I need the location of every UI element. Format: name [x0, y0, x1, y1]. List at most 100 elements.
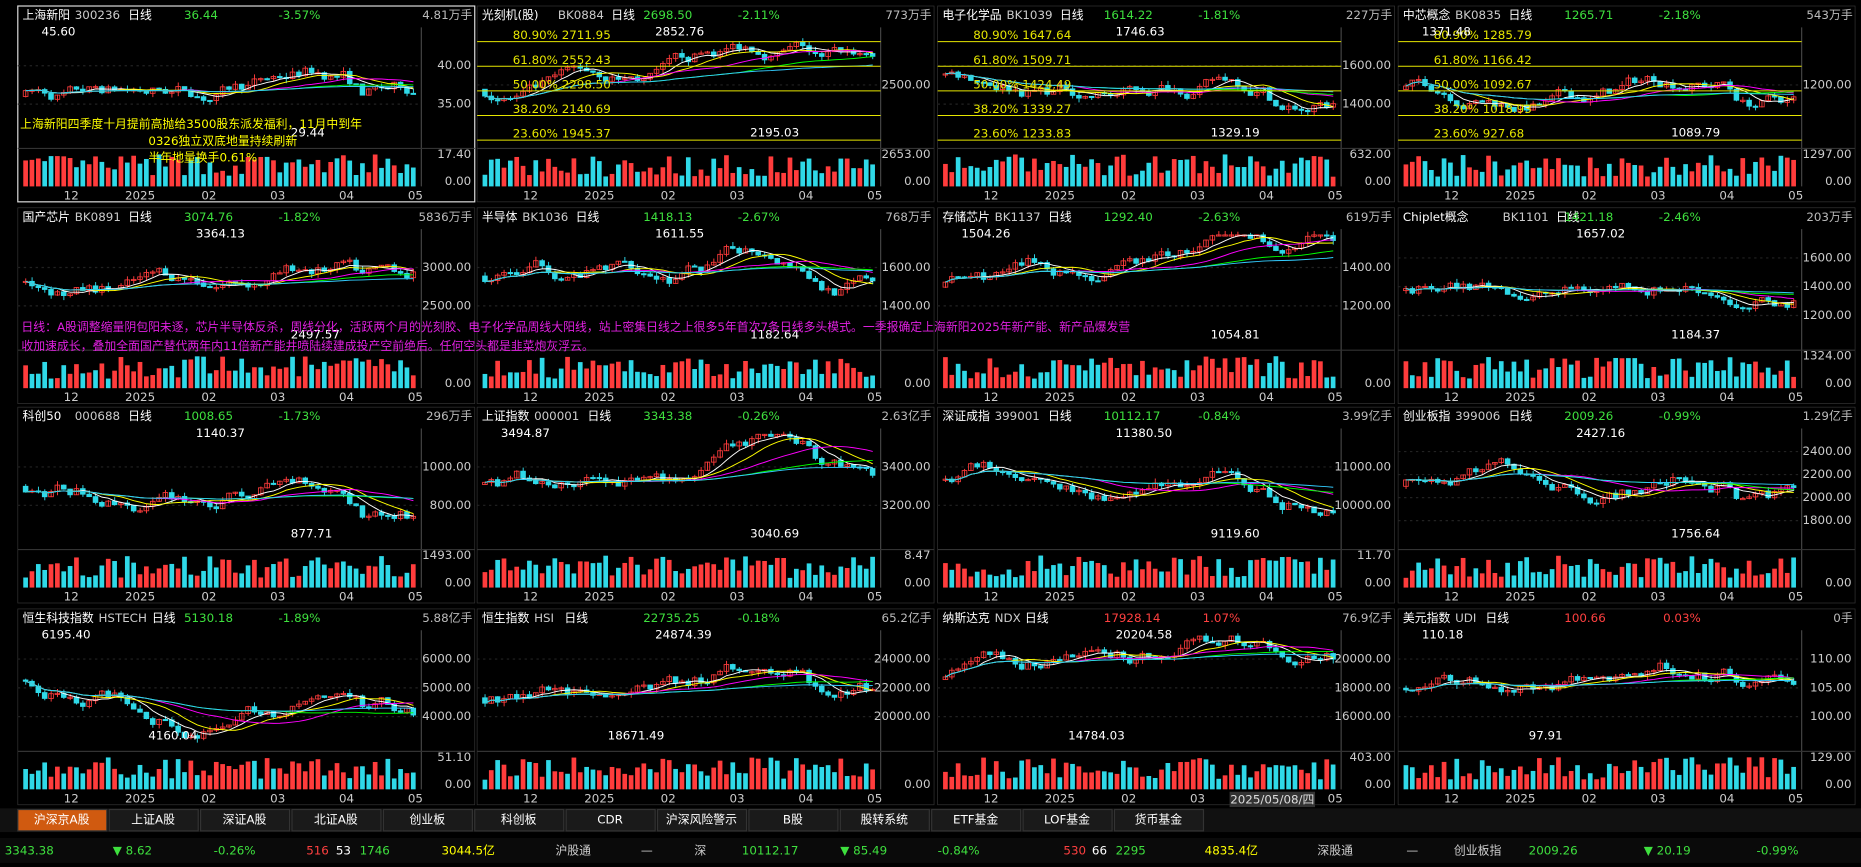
- tab-label[interactable]: 深证A股: [223, 813, 267, 827]
- volume-sketch: [743, 773, 748, 790]
- candle-sketch: [1676, 477, 1682, 480]
- x-tick-label: 2025: [1045, 188, 1075, 202]
- volume-sketch: [1454, 758, 1460, 790]
- candle-sketch: [1063, 84, 1069, 90]
- candle-sketch: [819, 53, 825, 57]
- status-item: -0.99%: [1757, 844, 1799, 858]
- volume-sketch: [360, 573, 365, 588]
- overlay-text-cont: 收加速成长，叠加全面国产替代两年内11倍新产能井喷陆续建成投产空前绝后。任何空头…: [21, 339, 593, 353]
- volume-sketch: [118, 357, 124, 389]
- volume-sketch: [61, 156, 67, 187]
- candle-sketch: [1196, 246, 1203, 252]
- tab-label[interactable]: 货币基金: [1135, 813, 1183, 827]
- candle-sketch: [1006, 268, 1012, 273]
- tab[interactable]: [931, 808, 1022, 832]
- tab-label[interactable]: 沪深风险警示: [666, 813, 737, 827]
- candle-sketch: [1441, 481, 1447, 484]
- y-tick-label: 3000.00: [422, 260, 471, 274]
- candle-sketch: [226, 86, 232, 90]
- tab-label[interactable]: 上证A股: [131, 813, 175, 827]
- tab[interactable]: [199, 808, 291, 832]
- volume-sketch: [520, 759, 526, 790]
- candle-sketch: [1031, 258, 1038, 263]
- volume-sketch: [949, 374, 955, 389]
- x-tick-label: 2025: [1505, 791, 1535, 805]
- candle-sketch: [1012, 262, 1019, 270]
- tab[interactable]: [656, 808, 748, 832]
- volume-sketch: [1441, 565, 1447, 588]
- candle-sketch: [987, 82, 993, 86]
- tab[interactable]: [291, 808, 382, 832]
- tab-label[interactable]: B股: [783, 813, 803, 827]
- candle-sketch: [1082, 489, 1089, 494]
- candle-sketch: [334, 693, 340, 697]
- volume-sketch: [533, 373, 539, 389]
- volume-sketch: [1146, 561, 1152, 588]
- volume-sketch: [328, 162, 334, 187]
- volume-sketch: [993, 576, 999, 588]
- candle-sketch: [35, 685, 42, 694]
- candle-sketch: [482, 275, 488, 282]
- volume-sketch: [1460, 155, 1466, 187]
- tab-label[interactable]: 沪深京A股: [34, 813, 90, 827]
- candle-sketch: [156, 719, 162, 725]
- tab[interactable]: [839, 808, 930, 832]
- tab[interactable]: [108, 808, 199, 832]
- candle-sketch: [961, 74, 968, 78]
- tab[interactable]: [382, 808, 473, 832]
- candle-sketch: [1485, 683, 1492, 689]
- volume-sketch: [93, 156, 98, 187]
- volume-sketch: [99, 565, 105, 588]
- volume-sketch: [1248, 364, 1253, 389]
- volume-sketch: [1210, 358, 1215, 389]
- volume-sketch: [1759, 157, 1765, 187]
- volume-sketch: [1568, 165, 1574, 187]
- volume-sketch: [1152, 156, 1158, 187]
- volume-sketch: [29, 373, 35, 389]
- tab[interactable]: [1022, 808, 1113, 832]
- tab-label[interactable]: 创业板: [409, 813, 445, 827]
- volume-sketch: [1606, 571, 1612, 588]
- volume-sketch: [194, 356, 200, 389]
- tab[interactable]: [474, 808, 565, 832]
- candle-sketch: [1644, 291, 1651, 296]
- tab-label[interactable]: LOF基金: [1044, 813, 1090, 827]
- x-tick-label: 2025: [1505, 390, 1535, 404]
- y-tick-label: 20000.00: [1334, 652, 1391, 666]
- volume-sketch: [74, 767, 79, 790]
- tab-label[interactable]: 北证A股: [314, 813, 358, 827]
- panel-volume: 543万手: [1806, 8, 1852, 22]
- panel-period: 日线: [1509, 8, 1533, 22]
- volume-tick-label: 0.00: [445, 376, 471, 390]
- volume-sketch: [1286, 172, 1291, 187]
- volume-sketch: [150, 375, 156, 389]
- x-tick-label: 02: [1121, 390, 1136, 404]
- tab[interactable]: [565, 808, 656, 832]
- candle-sketch: [672, 278, 679, 284]
- candle-sketch: [264, 78, 270, 81]
- volume-tick-label: 0.00: [1365, 376, 1391, 390]
- tab-label[interactable]: ETF基金: [953, 813, 998, 827]
- tab[interactable]: [1113, 808, 1205, 832]
- status-item: -0.26%: [214, 844, 256, 858]
- tab[interactable]: [17, 808, 108, 832]
- panel-change: -0.18%: [738, 611, 780, 625]
- volume-sketch: [1324, 569, 1330, 588]
- tab-label[interactable]: 科创板: [501, 813, 537, 827]
- volume-sketch: [1248, 156, 1253, 187]
- volume-sketch: [736, 772, 742, 790]
- volume-sketch: [1568, 565, 1574, 588]
- volume-sketch: [641, 171, 647, 187]
- candle-sketch: [1222, 234, 1228, 237]
- x-tick-label: 12: [523, 188, 538, 202]
- candle-sketch: [1228, 635, 1235, 642]
- tab-label[interactable]: 股转系统: [860, 813, 908, 827]
- candle-sketch: [672, 53, 679, 59]
- volume-sketch: [546, 565, 551, 588]
- volume-sketch: [239, 764, 245, 790]
- y-tick-label: 1200.00: [1342, 298, 1391, 312]
- tab[interactable]: [748, 808, 839, 832]
- volume-sketch: [1689, 556, 1695, 588]
- candle-sketch: [539, 686, 545, 694]
- tab-label[interactable]: CDR: [597, 813, 623, 827]
